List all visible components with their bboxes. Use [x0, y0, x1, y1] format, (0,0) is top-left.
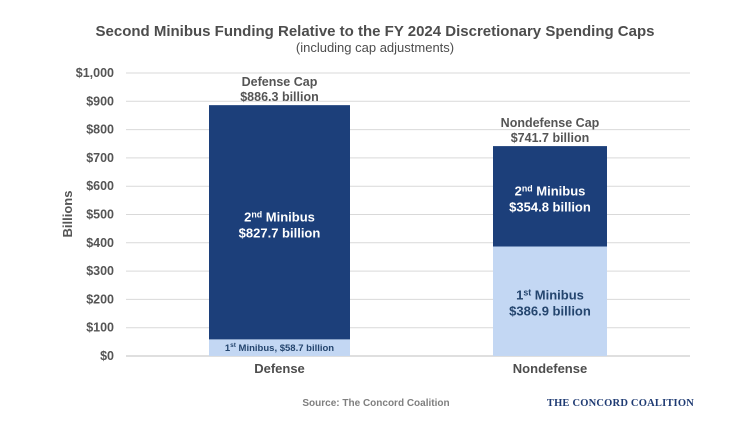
chart-title: Second Minibus Funding Relative to the F… [96, 23, 655, 40]
y-axis-label: Billions [60, 191, 75, 238]
y-tick-label: $800 [86, 123, 114, 137]
bar-defense-2nd-minibus [209, 105, 350, 340]
y-tick-label: $400 [86, 236, 114, 250]
bar-defense-1st-minibus [209, 339, 350, 356]
bar-nondefense-2nd-minibus [493, 146, 607, 247]
segment-label: 2nd Minibus [244, 209, 315, 224]
y-tick-label: $100 [86, 321, 114, 335]
y-tick-label: $700 [86, 151, 114, 165]
bar-layer [209, 105, 607, 356]
segment-label: 2nd Minibus [515, 183, 586, 198]
x-tick-label: Nondefense [513, 361, 587, 376]
segment-label: 1st Minibus [516, 287, 584, 302]
brand-logo: THE CONCORD COALITION [547, 398, 694, 409]
cap-label: Nondefense Cap [501, 116, 600, 130]
y-tick-label: $1,000 [76, 66, 114, 80]
segment-amount-label: $354.8 billion [509, 199, 591, 214]
y-tick-label: $600 [86, 179, 114, 193]
segment-label-small: 1st Minibus, $58.7 billion [225, 342, 334, 354]
label-layer: Defense Defense Cap$886.3 billion Nondefen… [225, 75, 600, 376]
source-note: Source: The Concord Coalition [302, 398, 449, 409]
y-tick-label: $0 [100, 349, 114, 363]
y-tick-label: $500 [86, 208, 114, 222]
cap-label: Defense Cap [242, 75, 318, 89]
cap-value-label: $741.7 billion [511, 131, 590, 145]
y-tick-label: $300 [86, 264, 114, 278]
x-tick-label: Defense [254, 361, 305, 376]
cap-value-label: $886.3 billion [240, 90, 319, 104]
chart-subtitle: (including cap adjustments) [296, 40, 454, 55]
segment-amount-label: $386.9 billion [509, 303, 591, 318]
segment-amount-label: $827.7 billion [239, 225, 321, 240]
bar-nondefense-1st-minibus [493, 246, 607, 356]
y-tick-label: $900 [86, 94, 114, 108]
y-tick-label: $200 [86, 292, 114, 306]
